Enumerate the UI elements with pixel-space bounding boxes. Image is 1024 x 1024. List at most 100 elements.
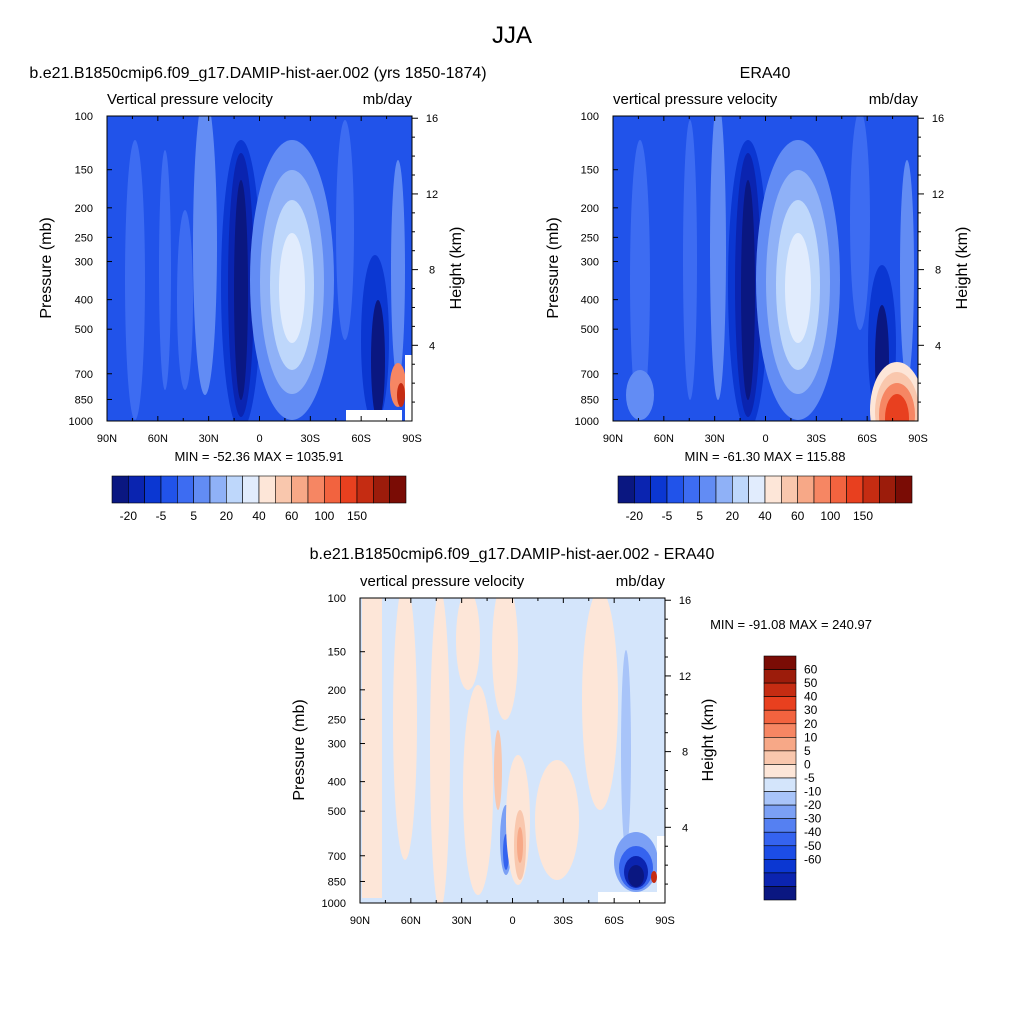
plot-area: [613, 116, 918, 421]
plot-area: [360, 598, 665, 903]
missing-data-region: [346, 410, 402, 421]
y2-tick-label: 16: [679, 595, 691, 607]
colorbar-box: [144, 475, 162, 504]
colorbar-box: [763, 859, 797, 874]
colorbar-label: 5: [804, 744, 811, 758]
colorbar-box: [763, 791, 797, 806]
contour-region: [125, 140, 145, 420]
contour-region: [193, 116, 217, 395]
colorbar-box: [879, 475, 896, 504]
colorbar-box: [275, 475, 292, 504]
contour-region: [621, 650, 631, 850]
colorbar-box: [160, 475, 178, 504]
y-tick-label: 100: [328, 593, 346, 605]
colorbar-box: [699, 475, 717, 504]
colorbar-box: [193, 475, 211, 504]
colorbar-box: [763, 750, 797, 765]
colorbar-box: [797, 475, 815, 504]
contour-region: [177, 210, 193, 390]
colorbar-box: [111, 475, 129, 504]
colorbar-box: [291, 475, 309, 504]
colorbar-label: 20: [804, 717, 818, 731]
missing-data-region: [598, 892, 658, 903]
contour-region: [463, 685, 493, 895]
y-tick-label: 500: [75, 324, 93, 336]
x-tick-label: 0: [509, 915, 515, 927]
colorbar-box: [862, 475, 880, 504]
y-tick-label: 700: [75, 369, 93, 381]
x-tick-label: 30S: [554, 915, 574, 927]
missing-data-region: [405, 355, 412, 421]
colorbar-box: [732, 475, 749, 504]
colorbar-box: [226, 475, 243, 504]
x-tick-label: 90S: [908, 433, 928, 445]
colorbar: -20 -5 5 20 40 60 100 150: [111, 475, 407, 523]
colorbar-box: [340, 475, 358, 504]
y-axis: 100 150 200 250 300 400 500 700 850 1000: [69, 111, 112, 428]
contour-region: [651, 871, 657, 883]
panel-obs: ERA40 vertical pressure velocity mb/day: [545, 65, 971, 523]
colorbar-label: -60: [804, 852, 822, 866]
colorbar-label: -5: [156, 509, 167, 523]
x-tick-label: 30N: [705, 433, 725, 445]
colorbar-label: -50: [804, 839, 822, 853]
min-max-text: MIN = -52.36 MAX = 1035.91: [174, 449, 343, 464]
colorbar-label: -20: [626, 509, 644, 523]
y-axis-label: Pressure (mb): [545, 217, 562, 318]
contour-region: [582, 598, 618, 810]
contour-region: [535, 760, 579, 880]
contour-region: [391, 160, 405, 380]
x-tick-label: 60N: [148, 433, 168, 445]
right-string: mb/day: [363, 91, 413, 108]
y-tick-label: 250: [328, 714, 346, 726]
colorbar-label: 20: [726, 509, 740, 523]
colorbar-box: [373, 475, 390, 504]
colorbar-label: 20: [220, 509, 234, 523]
colorbar-label: 60: [804, 663, 818, 677]
contour-region: [710, 116, 726, 400]
y-tick-label: 850: [75, 394, 93, 406]
x-tick-label: 30S: [301, 433, 321, 445]
colorbar-label: 50: [804, 676, 818, 690]
y2-tick-label: 12: [932, 189, 944, 201]
y-tick-label: 150: [581, 165, 599, 177]
x-tick-label: 60N: [401, 915, 421, 927]
colorbar-box: [763, 669, 797, 684]
panel-diff: b.e21.B1850cmip6.f09_g17.DAMIP-hist-aer.…: [291, 546, 872, 927]
colorbar-box: [763, 872, 797, 887]
colorbar-box: [209, 475, 227, 504]
x-tick-label: 30S: [807, 433, 827, 445]
colorbar-box: [763, 696, 797, 711]
colorbar-label: 150: [347, 509, 367, 523]
contour-region: [362, 598, 382, 898]
contour-region: [850, 116, 870, 330]
y-axis-label: Pressure (mb): [38, 217, 55, 318]
contour-region: [234, 180, 248, 400]
contour-region: [885, 394, 909, 421]
contour-region: [371, 300, 385, 420]
colorbar-label: 40: [758, 509, 772, 523]
contour-region: [630, 140, 650, 420]
y-tick-label: 150: [328, 647, 346, 659]
colorbar-box: [666, 475, 684, 504]
x-tick-label: 0: [762, 433, 768, 445]
colorbar-box: [763, 764, 797, 779]
contour-region: [626, 370, 654, 420]
contour-region: [741, 180, 755, 400]
colorbar-label: 5: [190, 509, 197, 523]
colorbar-box: [389, 475, 407, 504]
figure-title: JJA: [492, 22, 532, 49]
y-tick-label: 250: [581, 232, 599, 244]
colorbar-box: [307, 475, 325, 504]
colorbar-box: [258, 475, 276, 504]
y2-tick-label: 4: [935, 340, 941, 352]
plot-area: [107, 116, 412, 421]
panel-title: b.e21.B1850cmip6.f09_g17.DAMIP-hist-aer.…: [310, 546, 715, 563]
panel-title: ERA40: [740, 65, 791, 82]
colorbar-label: 0: [804, 757, 811, 771]
panel-model: b.e21.B1850cmip6.f09_g17.DAMIP-hist-aer.…: [29, 65, 486, 523]
left-string: Vertical pressure velocity: [107, 91, 273, 108]
x-tick-label: 90N: [603, 433, 623, 445]
